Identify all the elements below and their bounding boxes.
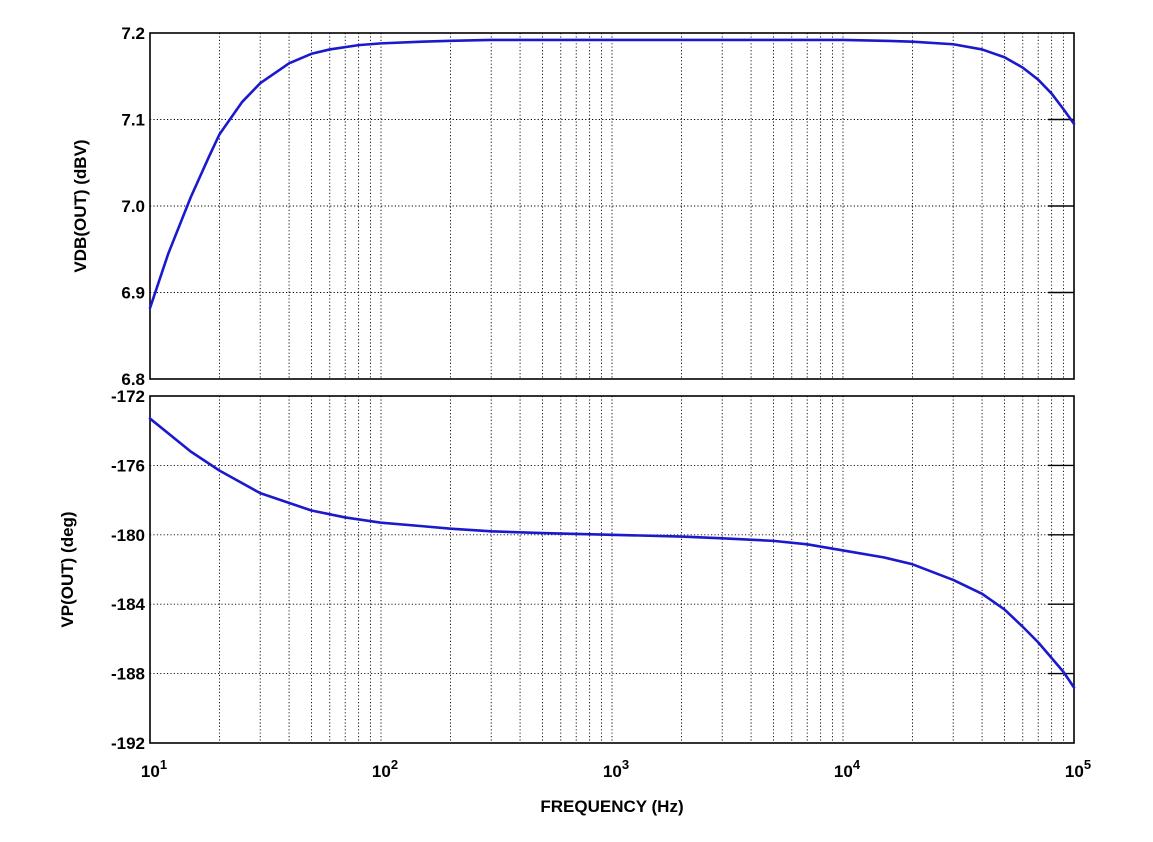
x-tick-label: 104 bbox=[834, 757, 861, 781]
x-tick-label: 103 bbox=[603, 757, 629, 781]
x-tick-base: 10 bbox=[603, 762, 622, 781]
x-tick-exponent: 1 bbox=[160, 757, 167, 772]
magnitude-y-tick-label: 7.0 bbox=[121, 197, 145, 216]
x-tick-label: 101 bbox=[141, 757, 167, 781]
magnitude-y-tick-label: 7.2 bbox=[121, 24, 145, 43]
x-tick-base: 10 bbox=[141, 762, 160, 781]
x-tick-label: 102 bbox=[372, 757, 398, 781]
phase-panel: -192 -188 -184 -180 -176 -172 VP(OUT) (deg) bbox=[58, 387, 1076, 753]
x-tick-exponent: 3 bbox=[622, 757, 629, 772]
x-axis-title: FREQUENCY (Hz) bbox=[540, 797, 683, 816]
phase-y-tick-label: -172 bbox=[111, 387, 145, 406]
phase-y-axis-title: VP(OUT) (deg) bbox=[58, 511, 77, 627]
x-tick-base: 10 bbox=[372, 762, 391, 781]
magnitude-y-tick-label: 6.9 bbox=[121, 284, 145, 303]
phase-curve bbox=[148, 417, 1076, 689]
magnitude-y-tick-label: 7.1 bbox=[121, 111, 145, 130]
phase-y-tick-label: -192 bbox=[111, 734, 145, 753]
magnitude-curve bbox=[148, 38, 1076, 310]
phase-plot-frame bbox=[149, 395, 1075, 744]
magnitude-y-tick-label: 6.8 bbox=[121, 370, 145, 389]
x-tick-exponent: 2 bbox=[391, 757, 398, 772]
x-tick-label: 105 bbox=[1065, 757, 1091, 781]
phase-y-tick-label: -184 bbox=[111, 595, 146, 614]
magnitude-y-axis-title: VDB(OUT) (dBV) bbox=[71, 139, 90, 272]
magnitude-plot-frame bbox=[149, 32, 1075, 380]
magnitude-panel: 6.8 6.9 7.0 7.1 7.2 VDB(OUT) (dBV) bbox=[71, 24, 1076, 389]
x-tick-base: 10 bbox=[1065, 762, 1084, 781]
x-tick-base: 10 bbox=[834, 762, 853, 781]
phase-y-tick-label: -180 bbox=[111, 526, 145, 545]
phase-y-tick-label: -188 bbox=[111, 665, 145, 684]
phase-y-tick-label: -176 bbox=[111, 456, 145, 475]
x-tick-exponent: 5 bbox=[1084, 757, 1091, 772]
x-tick-exponent: 4 bbox=[853, 757, 861, 772]
